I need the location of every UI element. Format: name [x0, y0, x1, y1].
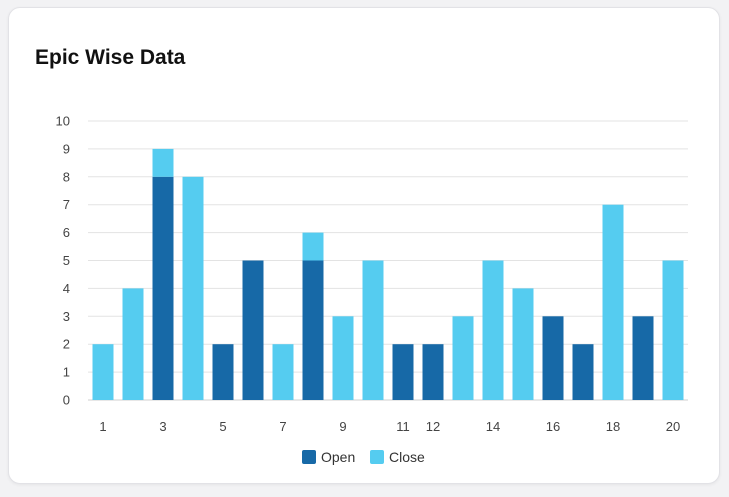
x-tick-label: 3 [159, 419, 166, 434]
y-tick-label: 1 [63, 365, 70, 380]
y-axis: 0 1 2 3 4 5 6 7 8 9 10 [56, 114, 70, 408]
y-tick-label: 3 [63, 309, 70, 324]
y-tick-label: 2 [63, 337, 70, 352]
x-tick-label: 12 [426, 419, 440, 434]
bar-close-1[interactable] [92, 344, 114, 400]
x-tick-label: 14 [486, 419, 500, 434]
bar-open-8[interactable] [302, 260, 324, 401]
x-tick-label: 9 [339, 419, 346, 434]
y-tick-label: 4 [63, 281, 70, 296]
x-tick-label: 18 [606, 419, 620, 434]
y-tick-label: 0 [63, 393, 70, 408]
y-tick-label: 6 [63, 225, 70, 240]
bar-open-19[interactable] [632, 316, 654, 400]
x-tick-label: 20 [666, 419, 680, 434]
bar-open-16[interactable] [542, 316, 564, 400]
bar-close-3[interactable] [152, 148, 174, 177]
bar-close-8[interactable] [302, 232, 324, 261]
bar-open-17[interactable] [572, 344, 594, 400]
x-tick-label: 11 [396, 419, 410, 434]
bar-close-20[interactable] [662, 260, 684, 401]
bars [92, 148, 684, 401]
x-tick-label: 5 [219, 419, 226, 434]
bar-close-15[interactable] [512, 288, 534, 400]
legend-label-close: Close [389, 449, 425, 465]
legend: Open Close [302, 449, 425, 465]
legend-swatch-open [302, 450, 316, 464]
y-tick-label: 5 [63, 253, 70, 268]
y-tick-label: 9 [63, 141, 70, 156]
grid-lines [88, 120, 688, 401]
bar-close-18[interactable] [602, 204, 624, 400]
card-title: Epic Wise Data [35, 46, 186, 69]
bar-close-10[interactable] [362, 260, 384, 401]
bar-open-5[interactable] [212, 344, 234, 400]
legend-item-close[interactable]: Close [370, 449, 425, 465]
legend-item-open[interactable]: Open [302, 449, 355, 465]
legend-label-open: Open [321, 449, 355, 465]
bar-open-12[interactable] [422, 344, 444, 400]
legend-swatch-close [370, 450, 384, 464]
chart-card: Epic Wise Data [8, 7, 720, 484]
bar-close-9[interactable] [332, 316, 354, 400]
x-axis: 1 3 5 7 9 11 12 14 16 18 20 [99, 419, 680, 434]
y-tick-label: 8 [63, 169, 70, 184]
x-tick-label: 7 [279, 419, 286, 434]
bar-close-14[interactable] [482, 260, 504, 401]
x-tick-label: 1 [99, 419, 106, 434]
bar-close-13[interactable] [452, 316, 474, 400]
bar-open-11[interactable] [392, 344, 414, 400]
bar-close-4[interactable] [182, 176, 204, 400]
bar-close-2[interactable] [122, 288, 144, 400]
bar-open-6[interactable] [242, 260, 264, 401]
y-tick-label: 10 [56, 114, 70, 129]
bar-close-7[interactable] [272, 344, 294, 400]
x-tick-label: 16 [546, 419, 560, 434]
y-tick-label: 7 [63, 197, 70, 212]
bar-open-3[interactable] [152, 176, 174, 400]
